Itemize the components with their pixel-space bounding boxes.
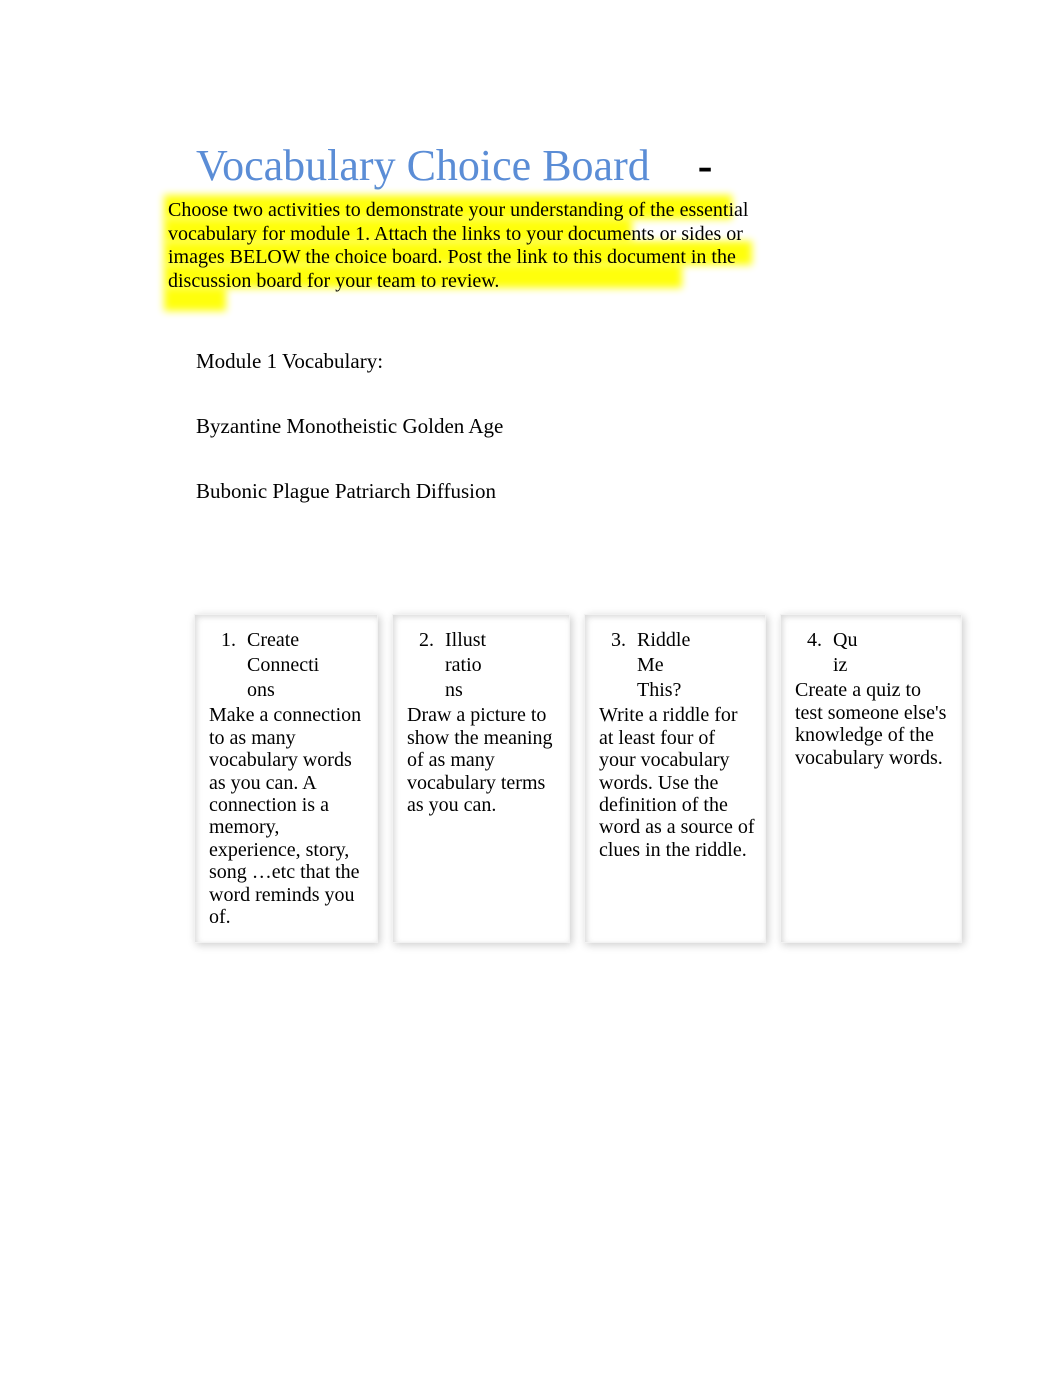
choice-2-title: 2.Illust (407, 629, 559, 652)
document-page: Vocabulary Choice Board - Choose two act… (0, 0, 1062, 943)
section-heading: Module 1 Vocabulary: (196, 349, 1062, 374)
title-row: Vocabulary Choice Board - (168, 140, 1062, 191)
page-title: Vocabulary Choice Board (196, 140, 650, 191)
choice-2-desc: Draw a picture to show the meaning of as… (407, 704, 559, 816)
choice-3-desc: Write a riddle for at least four of your… (599, 704, 755, 861)
choice-cell-3: 3.Riddle Me This? Write a riddle for at … (584, 614, 766, 943)
choice-cell-1: 1.Create Connecti ons Make a connection … (194, 614, 378, 943)
title-dash: - (698, 140, 713, 191)
instructions-text: Choose two activities to demonstrate you… (168, 199, 750, 293)
choice-4-title: 4.Qu (795, 629, 951, 652)
choice-1-title: 1.Create (209, 629, 367, 652)
instructions-block: Choose two activities to demonstrate you… (168, 199, 758, 293)
vocab-line-1: Byzantine Monotheistic Golden Age (196, 414, 1062, 439)
vocabulary-section: Module 1 Vocabulary: Byzantine Monotheis… (196, 349, 1062, 504)
choice-cell-4: 4.Qu iz Create a quiz to test someone el… (780, 614, 962, 943)
choice-board-grid: 1.Create Connecti ons Make a connection … (194, 614, 1062, 943)
choice-3-title: 3.Riddle (599, 629, 755, 652)
choice-1-desc: Make a connection to as many vocabulary … (209, 704, 367, 928)
choice-4-desc: Create a quiz to test someone else's kno… (795, 679, 951, 769)
vocab-line-2: Bubonic Plague Patriarch Diffusion (196, 479, 1062, 504)
choice-cell-2: 2.Illust ratio ns Draw a picture to show… (392, 614, 570, 943)
